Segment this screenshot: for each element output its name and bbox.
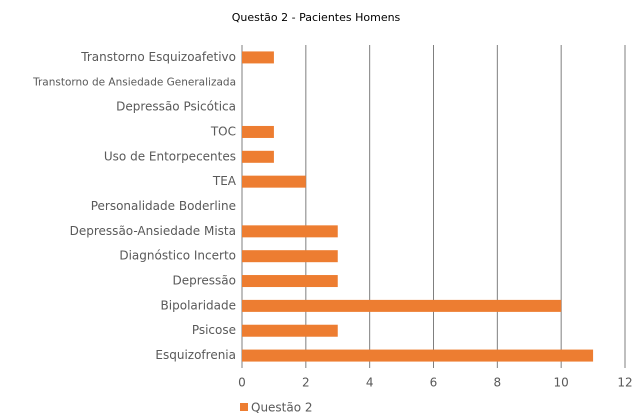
y-tick-label: Transtorno de Ansiedade Generalizada [32, 76, 236, 88]
bar [242, 275, 338, 288]
y-tick-label: Depressão-Ansiedade Mista [70, 224, 236, 238]
x-tick-label: 12 [617, 376, 632, 390]
bar [242, 349, 594, 362]
y-tick-label: Personalidade Boderline [91, 199, 236, 213]
y-tick-label: TOC [210, 124, 236, 138]
legend-label: Questão 2 [251, 401, 313, 415]
bar [242, 125, 274, 138]
bar [242, 299, 562, 312]
x-tick-label: 0 [238, 376, 246, 390]
y-tick-label: Esquizofrenia [155, 348, 236, 362]
bar [242, 225, 338, 238]
y-tick-label: Transtorno Esquizoafetivo [80, 50, 236, 64]
bar [242, 175, 306, 188]
x-tick-label: 4 [366, 376, 374, 390]
y-tick-label: Depressão Psicótica [116, 100, 236, 114]
bar [242, 51, 274, 64]
legend-swatch [240, 403, 248, 411]
y-tick-label: Psicose [192, 323, 236, 337]
y-tick-label: Bipolaridade [161, 298, 236, 312]
y-tick-label: Diagnóstico Incerto [119, 249, 236, 263]
y-tick-label: Depressão [173, 274, 237, 288]
y-tick-label: TEA [212, 174, 237, 188]
bar [242, 250, 338, 263]
bar [242, 324, 338, 337]
x-tick-label: 8 [494, 376, 502, 390]
x-tick-label: 10 [554, 376, 569, 390]
bar [242, 150, 274, 163]
x-tick-label: 2 [302, 376, 310, 390]
y-tick-label: Uso de Entorpecentes [104, 149, 236, 163]
x-tick-label: 6 [430, 376, 438, 390]
chart-title: Questão 2 - Pacientes Homens [232, 11, 401, 24]
